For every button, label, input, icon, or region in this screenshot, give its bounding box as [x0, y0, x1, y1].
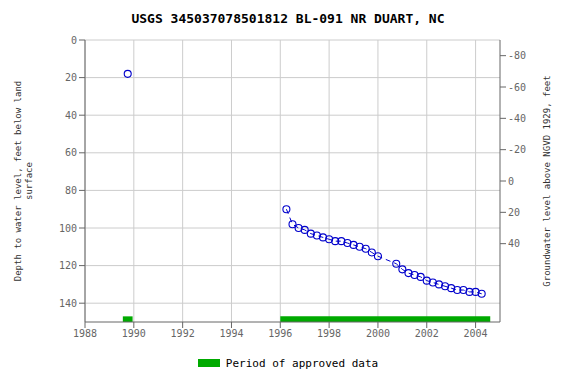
svg-text:40: 40 [508, 238, 520, 249]
svg-text:-20: -20 [508, 144, 526, 155]
svg-text:-60: -60 [508, 82, 526, 93]
svg-text:120: 120 [59, 260, 77, 271]
svg-text:20: 20 [508, 207, 520, 218]
svg-text:1996: 1996 [268, 328, 292, 339]
svg-text:60: 60 [65, 147, 77, 158]
html-text:USGS 345037078501812 BL-091 NR: USGS 345037078501812 BL-091 NR DUART, NC [131, 11, 445, 26]
svg-text:-80: -80 [508, 50, 526, 61]
svg-text:1994: 1994 [219, 328, 243, 339]
svg-text:Depth to water level, feet bel: Depth to water level, feet below landsur… [13, 81, 34, 281]
svg-text:0: 0 [71, 35, 77, 46]
svg-text:40: 40 [65, 110, 77, 121]
svg-text:20: 20 [65, 72, 77, 83]
svg-text:2004: 2004 [464, 328, 488, 339]
svg-text:0: 0 [508, 176, 514, 187]
svg-text:1990: 1990 [122, 328, 146, 339]
svg-text:80: 80 [65, 185, 77, 196]
svg-text:1988: 1988 [73, 328, 97, 339]
html-text:Period of approved data: Period of approved data [225, 356, 379, 370]
svg-text:100: 100 [59, 223, 77, 234]
svg-text:Groundwater level above NGVD 1: Groundwater level above NGVD 1929, feet [542, 75, 552, 286]
svg-text:140: 140 [59, 298, 77, 309]
svg-text:2000: 2000 [366, 328, 390, 339]
svg-text:2002: 2002 [415, 328, 439, 339]
svg-text:1992: 1992 [171, 328, 195, 339]
svg-text:-40: -40 [508, 113, 526, 124]
svg-text:1998: 1998 [317, 328, 341, 339]
